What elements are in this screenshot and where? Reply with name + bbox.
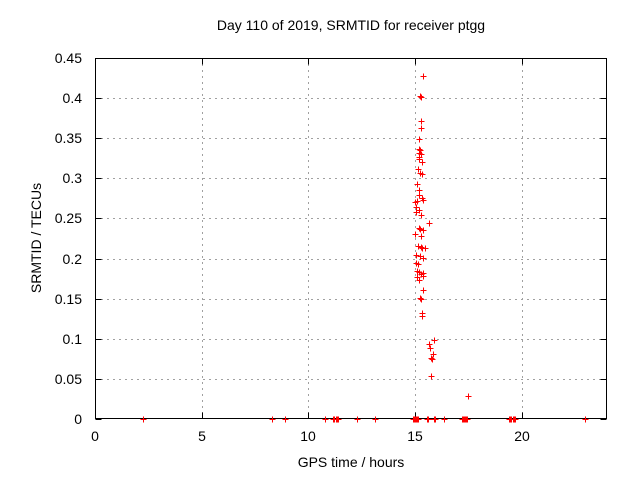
y-tick-label: 0.05 (54, 371, 82, 387)
y-tick-label: 0.35 (54, 130, 82, 146)
y-tick-label: 0.4 (62, 90, 82, 106)
y-tick-label: 0.1 (62, 331, 82, 347)
y-tick-label: 0.2 (62, 251, 82, 267)
chart-title: Day 110 of 2019, SRMTID for receiver ptg… (216, 17, 486, 33)
x-tick-label: 20 (514, 428, 530, 444)
y-tick-label: 0.3 (62, 170, 82, 186)
x-tick-label: 10 (300, 428, 316, 444)
x-tick-label: 5 (198, 428, 206, 444)
x-axis-label: GPS time / hours (297, 454, 405, 470)
plot-area (95, 58, 607, 423)
y-tick-label: 0.25 (54, 210, 82, 226)
x-tick-labels: 0 5 10 15 20 (91, 428, 607, 446)
x-tick-label: 15 (407, 428, 423, 444)
plot-canvas (95, 58, 607, 423)
y-tick-label: 0.45 (54, 50, 82, 66)
y-tick-label: 0.15 (54, 291, 82, 307)
y-tick-label: 0 (74, 411, 82, 427)
x-tick-label: 0 (91, 428, 99, 444)
y-tick-labels: 0 0.05 0.1 0.15 0.2 0.25 0.3 0.35 0.4 0.45 (0, 50, 82, 427)
